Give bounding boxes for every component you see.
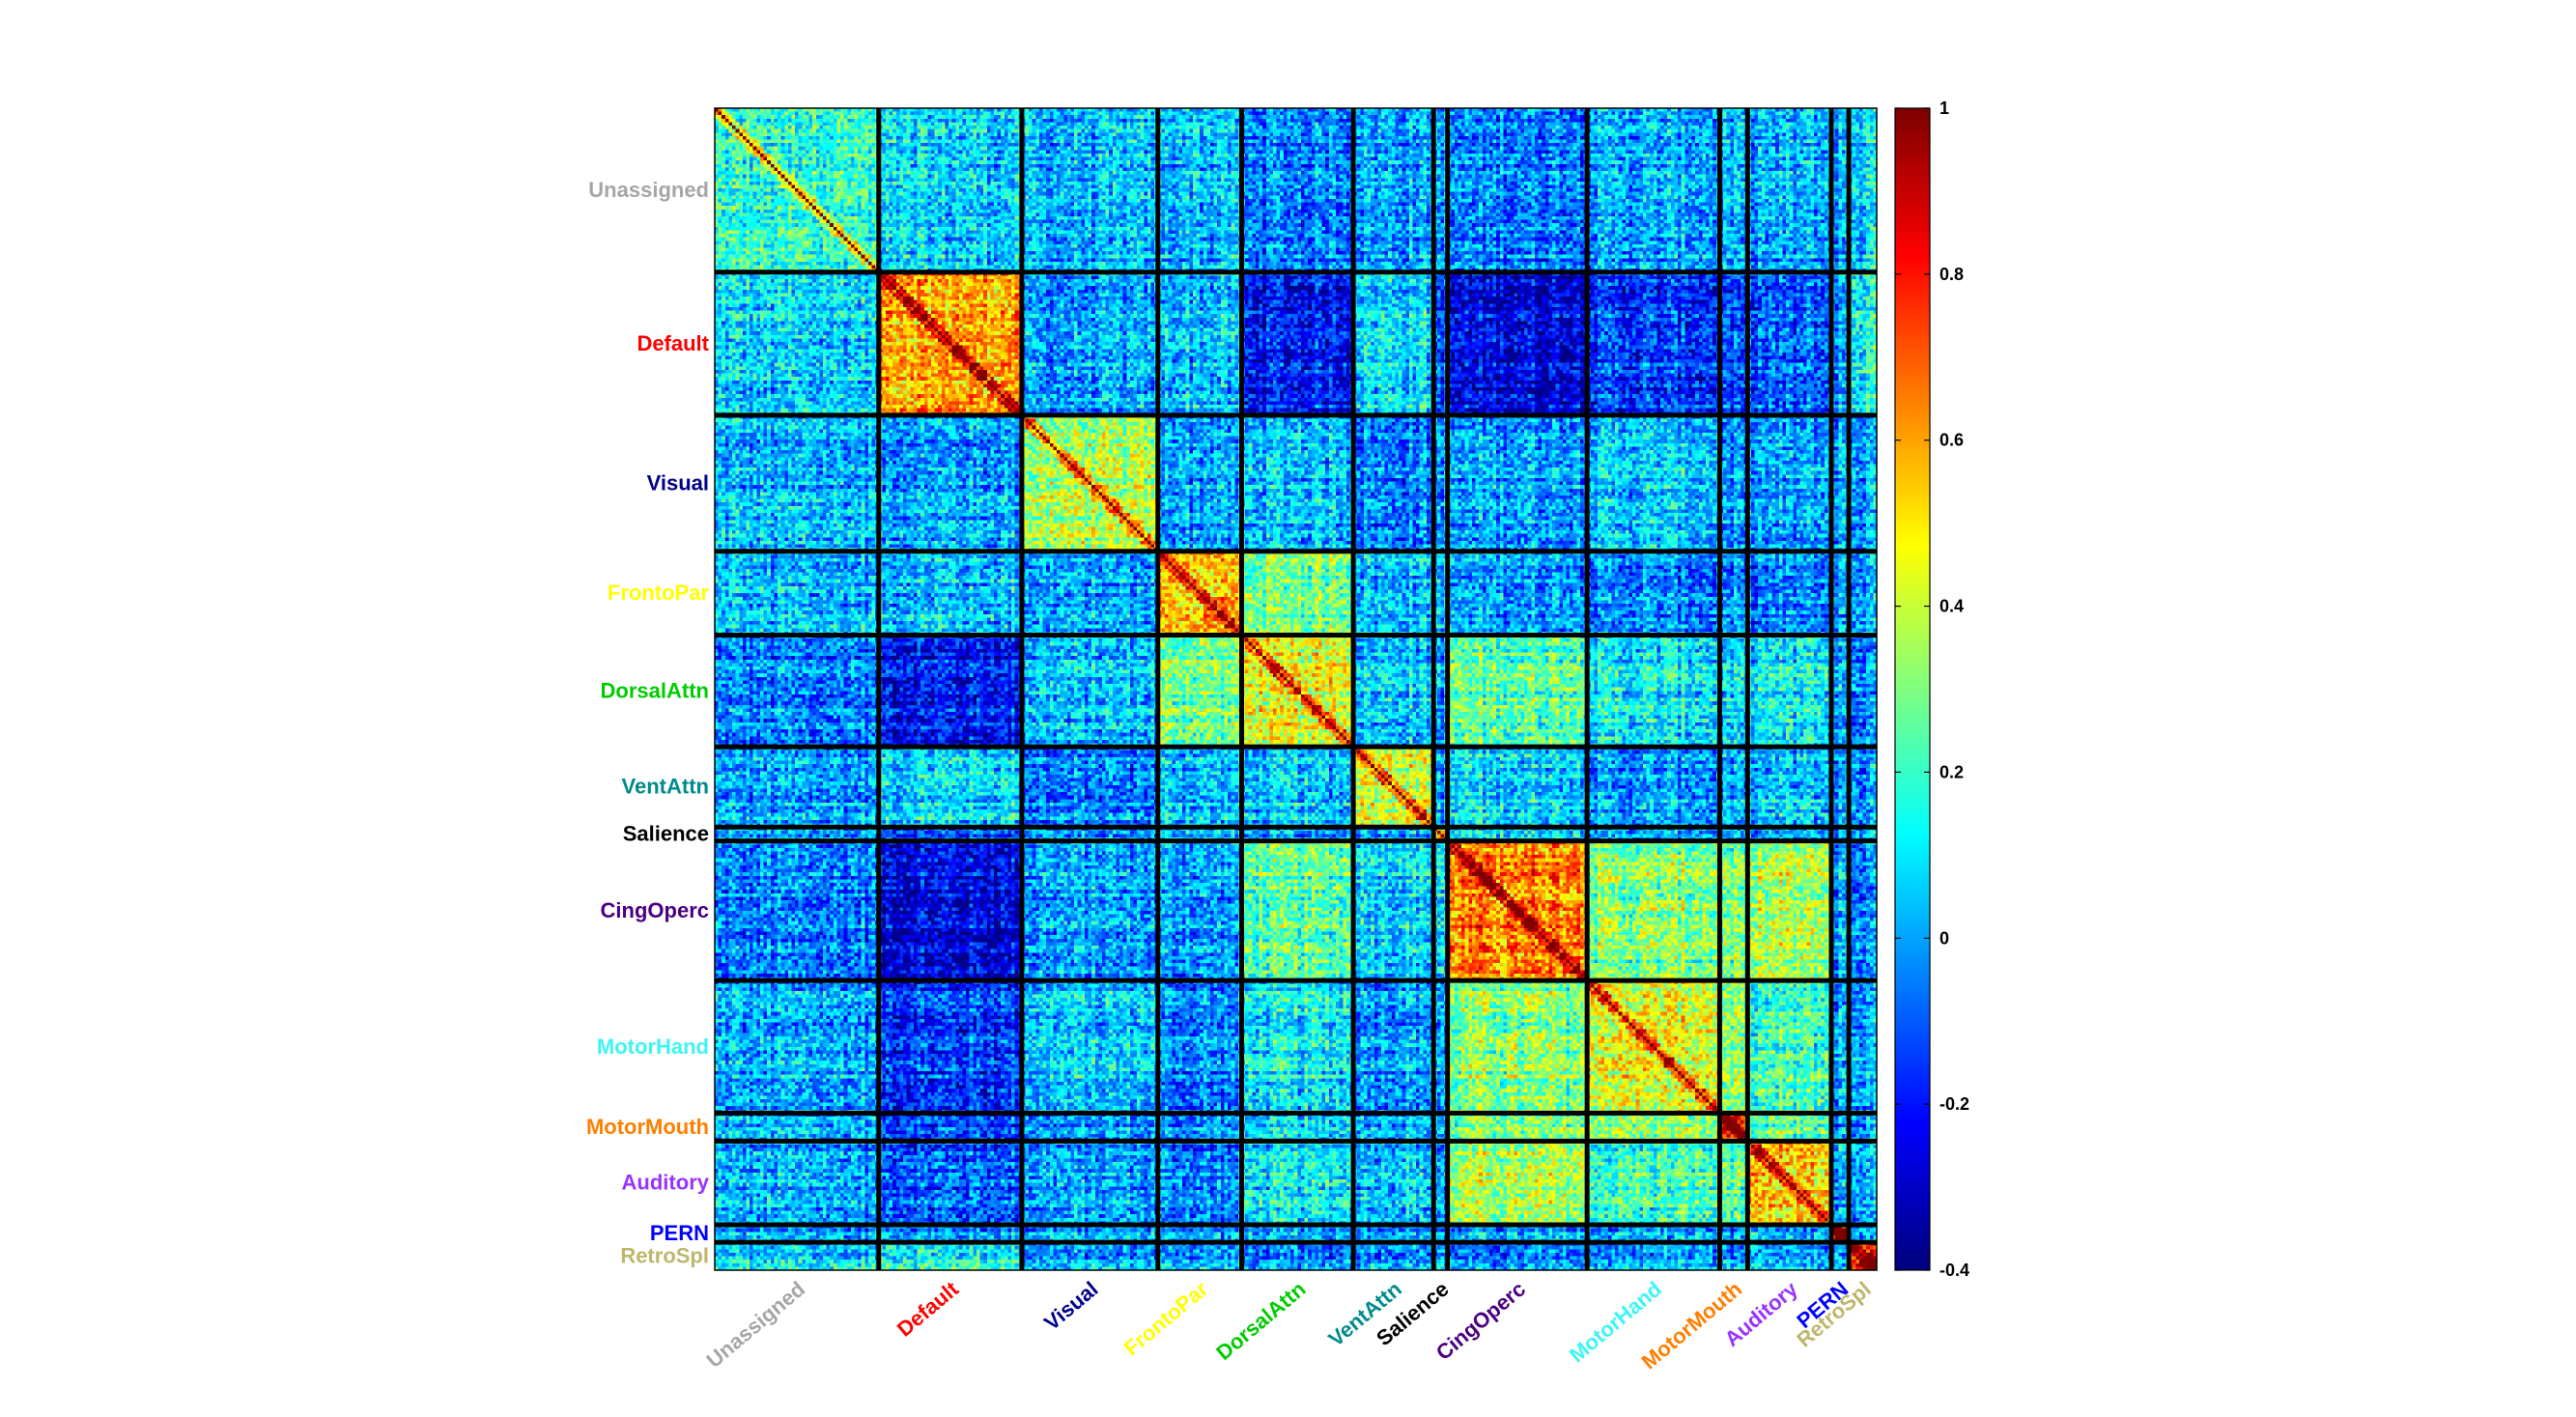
colorbar-tick-label: 0.2 — [1939, 762, 1964, 781]
row-label-motormouth: MotorMouth — [586, 1115, 709, 1139]
col-label-frontopar: FrontoPar — [1119, 1276, 1213, 1360]
row-label-retrospl: RetroSpl — [620, 1244, 709, 1268]
column-network-labels: Unassigned Default Visual FrontoParDorsalAt… — [702, 1276, 1876, 1374]
row-label-visual: Visual — [647, 470, 709, 495]
col-label-unassigned: Unassigned — [702, 1277, 810, 1373]
colorbar: 1 0.8 0.6 0.4 0.2 0 -0.2 -0.4 — [1894, 99, 1969, 1280]
row-label-salience: Salience — [623, 821, 709, 845]
colorbar-tick-label: -0.2 — [1939, 1094, 1969, 1114]
row-label-unassigned: Unassigned — [588, 178, 709, 202]
row-label-ventattn: VentAttn — [622, 775, 709, 799]
row-label-dorsalattn: DorsalAttn — [601, 678, 709, 702]
network-separator-lines — [715, 108, 1877, 1270]
row-label-frontopar: FrontoPar — [608, 581, 710, 605]
colorbar-tick-label: 1 — [1939, 99, 1949, 118]
row-label-motorhand: MotorHand — [597, 1034, 709, 1059]
row-label-default: Default — [637, 331, 709, 355]
col-label-visual: Visual — [1039, 1277, 1102, 1336]
row-network-labels: Unassigned Default Visual FrontoPar DorsalAt… — [586, 178, 710, 1268]
row-label-pern: PERN — [650, 1221, 709, 1245]
matrix-frame — [714, 107, 1878, 1271]
colorbar-tick-label: 0.8 — [1939, 265, 1964, 284]
correlation-matrix — [714, 107, 1878, 1271]
colorbar-tick-label: 0.6 — [1939, 431, 1964, 450]
colorbar-gradient — [1895, 108, 1930, 1270]
colorbar-ticks: 1 0.8 0.6 0.4 0.2 0 -0.2 -0.4 — [1895, 99, 1969, 1280]
row-label-cingoperc: CingOperc — [601, 898, 709, 922]
matrix-heatmap-image — [715, 108, 1877, 1270]
col-label-default: Default — [892, 1276, 964, 1342]
colorbar-tick-label: 0.4 — [1939, 597, 1964, 616]
colorbar-tick-label: -0.4 — [1939, 1261, 1969, 1280]
colorbar-tick-label: 0 — [1939, 928, 1949, 948]
row-label-auditory: Auditory — [622, 1171, 710, 1195]
colorbar-frame — [1894, 107, 1931, 1271]
col-label-dorsalattn: DorsalAttn — [1211, 1277, 1310, 1365]
